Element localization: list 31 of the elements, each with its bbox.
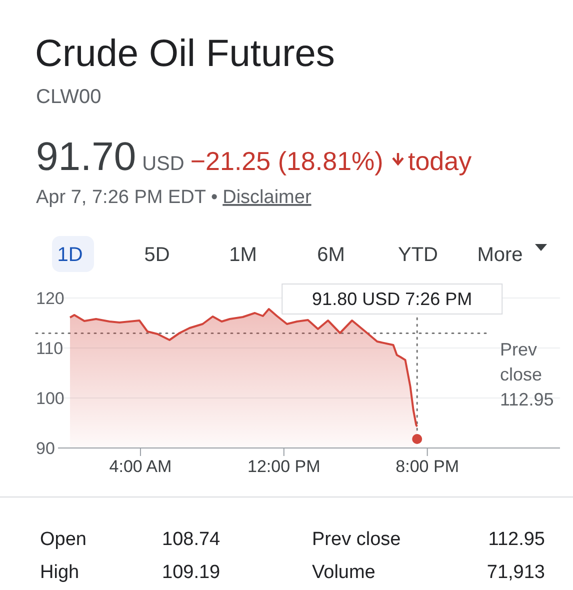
text: YTD [398, 244, 438, 266]
chart-subtitle: CLW00 [36, 86, 102, 108]
text: Open [40, 529, 86, 550]
y-tick-label: 100 [36, 389, 64, 408]
text: Apr 7, 7:26 PM EDT • [36, 187, 218, 208]
text: 1D [57, 244, 83, 266]
x-tick-label: 8:00 PM [396, 457, 459, 476]
text: today [408, 146, 472, 176]
x-tick-label: 4:00 AM [109, 457, 172, 476]
x-tick-label: 12:00 PM [248, 457, 320, 476]
text: 6M [317, 244, 345, 266]
text: 1M [229, 244, 257, 266]
text: USD [142, 153, 184, 175]
text: Disclaimer [222, 187, 312, 208]
text: Volume [312, 562, 376, 583]
text: 71,913 [486, 562, 545, 583]
y-tick-label: 90 [36, 439, 55, 458]
ref-line-label: Prev close 112.95 [500, 339, 554, 410]
text: More [477, 244, 523, 266]
text: −21.25 (18.81%) [190, 146, 384, 176]
y-tick-label: 110 [36, 339, 64, 358]
text: High [40, 562, 80, 583]
annotation: 91.80 USD 7:26 PM [312, 289, 472, 309]
text: Prev close [312, 529, 401, 550]
chart-title: Crude Oil Futures [35, 33, 335, 75]
text: 112.95 [488, 529, 545, 550]
text: 109.19 [162, 562, 220, 583]
text: 5D [144, 244, 170, 266]
text: 91.70 [36, 135, 136, 179]
y-tick-label: 120 [36, 289, 64, 308]
text: 108.74 [162, 529, 221, 550]
